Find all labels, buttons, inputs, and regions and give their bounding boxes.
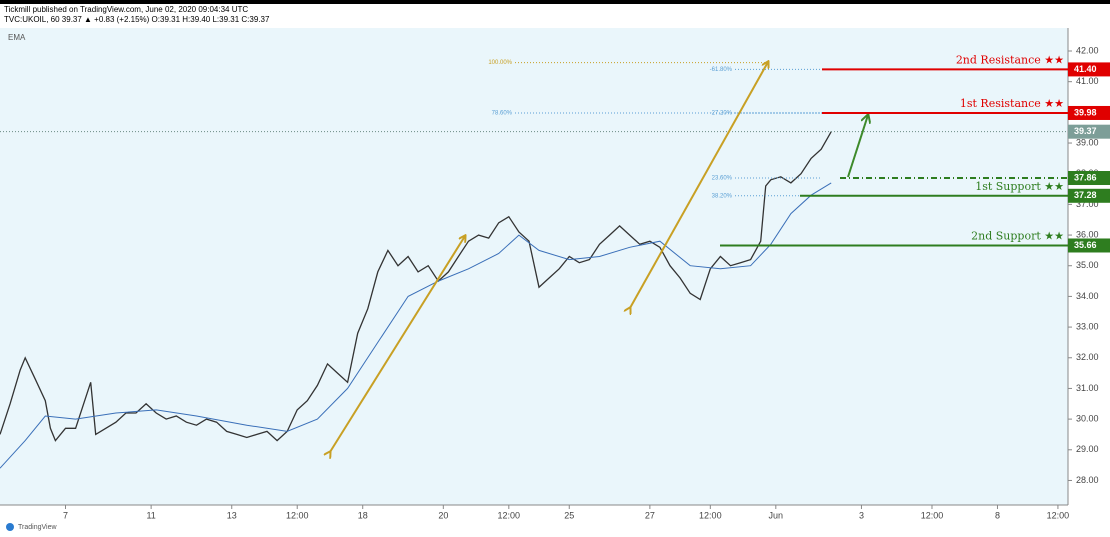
x-tick-label: 18 xyxy=(358,510,368,520)
level-badge xyxy=(1068,62,1110,77)
y-tick-label: 32.00 xyxy=(1076,352,1099,362)
level-badge xyxy=(1068,238,1110,253)
level-badge xyxy=(1068,171,1110,186)
arrow xyxy=(847,115,868,178)
x-tick-label: 7 xyxy=(63,510,68,520)
y-tick-label: 36.00 xyxy=(1076,229,1099,239)
fib-label: -27.20% xyxy=(710,111,733,117)
x-tick-label: 3 xyxy=(859,510,864,520)
x-tick-label: 27 xyxy=(645,510,655,520)
x-tick-label: 11 xyxy=(146,510,155,520)
y-tick-label: 37.00 xyxy=(1076,199,1099,209)
x-tick-label: 12:00 xyxy=(1047,510,1070,520)
level-name: 1st Resistance ★★ xyxy=(960,97,1064,110)
logo-icon xyxy=(6,523,14,531)
level-price: 41.40 xyxy=(1074,64,1097,74)
indicator-label: EMA xyxy=(8,33,26,42)
header-line1: Tickmill published on TradingView.com, J… xyxy=(4,5,248,14)
arrow xyxy=(630,62,768,308)
arrow xyxy=(330,236,465,452)
x-tick-label: Jun xyxy=(769,510,784,520)
level-badge xyxy=(1068,188,1110,203)
top-bar xyxy=(0,0,1110,4)
y-tick-label: 29.00 xyxy=(1076,444,1099,454)
y-tick-label: 33.00 xyxy=(1076,321,1099,331)
y-tick-label: 39.00 xyxy=(1076,137,1099,147)
x-tick-label: 8 xyxy=(995,510,1000,520)
y-tick-label: 30.00 xyxy=(1076,413,1099,423)
y-tick-label: 31.00 xyxy=(1076,383,1099,393)
x-tick-label: 25 xyxy=(564,510,574,520)
y-tick-label: 35.00 xyxy=(1076,260,1099,270)
fib-label: 38.20% xyxy=(712,193,733,199)
x-tick-label: 12:00 xyxy=(699,510,722,520)
fib-label: 23.60% xyxy=(712,176,733,182)
x-tick-label: 12:00 xyxy=(498,510,521,520)
fib-label: -61.80% xyxy=(710,67,733,73)
level-price: 37.86 xyxy=(1074,172,1097,182)
level-price: 39.98 xyxy=(1074,107,1097,117)
last-price-badge xyxy=(1068,124,1110,139)
level-badge xyxy=(1068,105,1110,120)
level-price: 37.28 xyxy=(1074,190,1097,200)
level-name: 2nd Support ★★ xyxy=(971,229,1064,242)
level-name: 2nd Resistance ★★ xyxy=(956,53,1064,66)
y-tick-label: 41.00 xyxy=(1076,76,1099,86)
level-price: 35.66 xyxy=(1074,240,1097,250)
fib-label: 100.00% xyxy=(488,60,512,66)
y-tick-label: 28.00 xyxy=(1076,475,1099,485)
header-line2: TVC:UKOIL, 60 39.37 ▲ +0.83 (+2.15%) O:3… xyxy=(4,15,270,24)
x-tick-label: 12:00 xyxy=(921,510,944,520)
level-name: 1st Support ★★ xyxy=(975,180,1064,193)
y-tick-label: 34.00 xyxy=(1076,291,1099,301)
footer-logo: TradingView xyxy=(18,524,57,531)
fib-label: 78.60% xyxy=(492,111,513,117)
x-tick-label: 13 xyxy=(227,510,237,520)
last-price-label: 39.37 xyxy=(1074,126,1097,136)
y-tick-label: 42.00 xyxy=(1076,45,1099,55)
x-tick-label: 12:00 xyxy=(286,510,309,520)
x-tick-label: 20 xyxy=(438,510,448,520)
